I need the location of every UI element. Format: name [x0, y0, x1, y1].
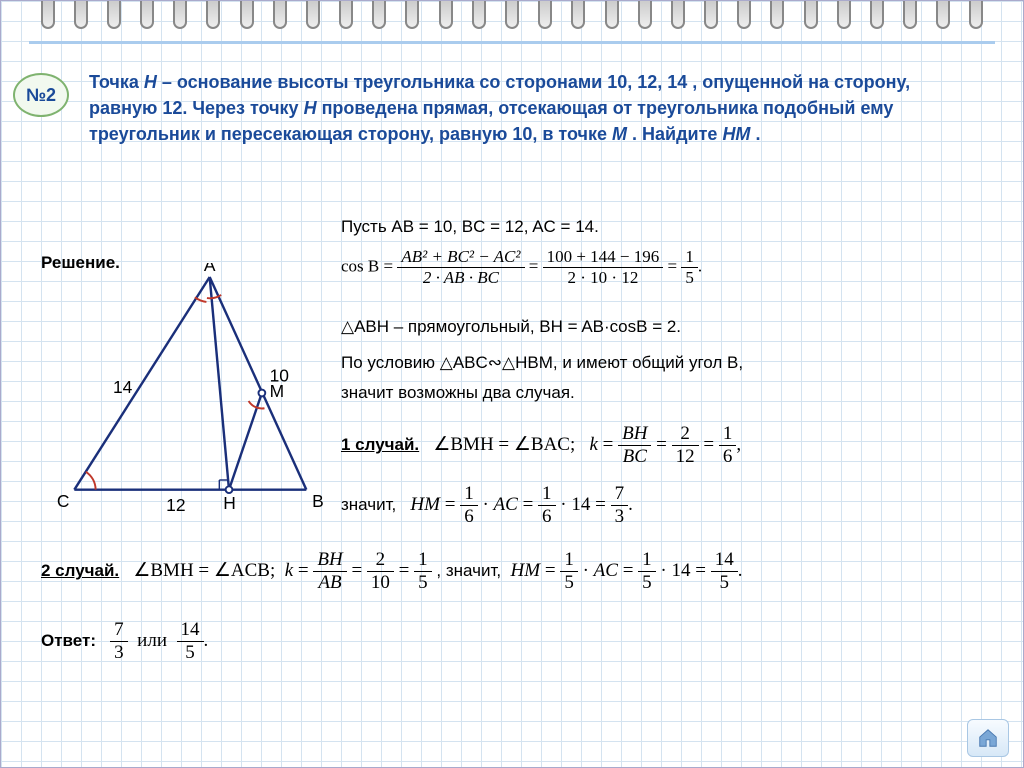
- notebook-page: №2 Точка H – основание высоты треугольни…: [0, 0, 1024, 768]
- triangle-diagram: ACBHM141012: [55, 263, 345, 523]
- problem-badge: №2: [13, 73, 69, 117]
- cosB-formula: cos B = AB² + BC² − AC²2 · AB · BC = 100…: [341, 247, 702, 288]
- home-icon: [977, 727, 999, 749]
- cond2-line: значит возможны два случая.: [341, 383, 575, 403]
- svg-text:H: H: [223, 493, 236, 513]
- problem-text: Точка H – основание высоты треугольника …: [89, 69, 983, 147]
- margin-line: [29, 41, 995, 44]
- abh-line: △ABH – прямоугольный, BH = AB·cosB = 2.: [341, 317, 681, 337]
- svg-text:C: C: [57, 491, 70, 511]
- svg-text:14: 14: [113, 377, 133, 397]
- svg-text:10: 10: [270, 365, 289, 385]
- solution-area: Пусть AB = 10, BC = 12, AC = 14. Решение…: [41, 217, 1003, 747]
- answer: Ответ: 73 или 145.: [41, 619, 208, 664]
- case1-hm: значит, HM = 16 · AC = 16 · 14 = 73.: [341, 483, 633, 528]
- case1: 1 случай. ∠BMH = ∠BAC; k = BHBC = 212 = …: [341, 423, 741, 468]
- svg-text:A: A: [204, 263, 216, 275]
- given-text: Пусть AB = 10, BC = 12, AC = 14.: [341, 217, 599, 237]
- svg-text:12: 12: [166, 495, 185, 515]
- svg-text:B: B: [312, 491, 324, 511]
- spiral-binding: [1, 1, 1023, 37]
- cond-line: По условию △ABC∾△HBM, и имеют общий угол…: [341, 353, 743, 373]
- case2: 2 случай. ∠BMH = ∠ACB; k = BHAB = 210 = …: [41, 549, 742, 594]
- nav-home-button[interactable]: [967, 719, 1009, 757]
